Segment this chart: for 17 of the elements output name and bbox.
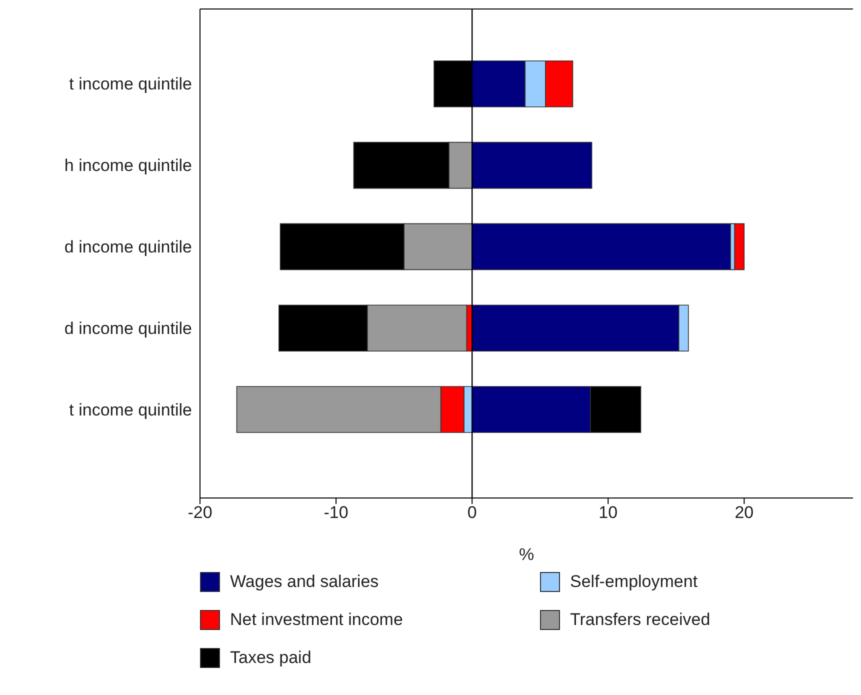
x-tick-label: 20: [734, 503, 754, 522]
x-tick-label: 0: [467, 503, 477, 522]
x-tick-label: 10: [598, 503, 618, 522]
legend-label: Wages and salaries: [230, 572, 379, 592]
bar: [734, 223, 745, 270]
y-tick-label: t income quintile: [69, 74, 192, 94]
legend-label: Net investment income: [230, 610, 403, 630]
y-tick-label: h income quintile: [64, 156, 192, 176]
y-tick-label: d income quintile: [64, 238, 192, 257]
x-axis-title: %: [518, 545, 534, 564]
x-tick-label: -10: [324, 503, 348, 522]
x-tick-label: -20: [188, 503, 212, 522]
legend-label: Taxes paid: [230, 648, 312, 668]
legend-label: Transfers received: [570, 610, 710, 630]
y-tick-label: t income quintile: [69, 400, 192, 420]
legend-label: Self-employment: [570, 572, 698, 592]
y-tick-label: d income quintile: [64, 318, 192, 338]
